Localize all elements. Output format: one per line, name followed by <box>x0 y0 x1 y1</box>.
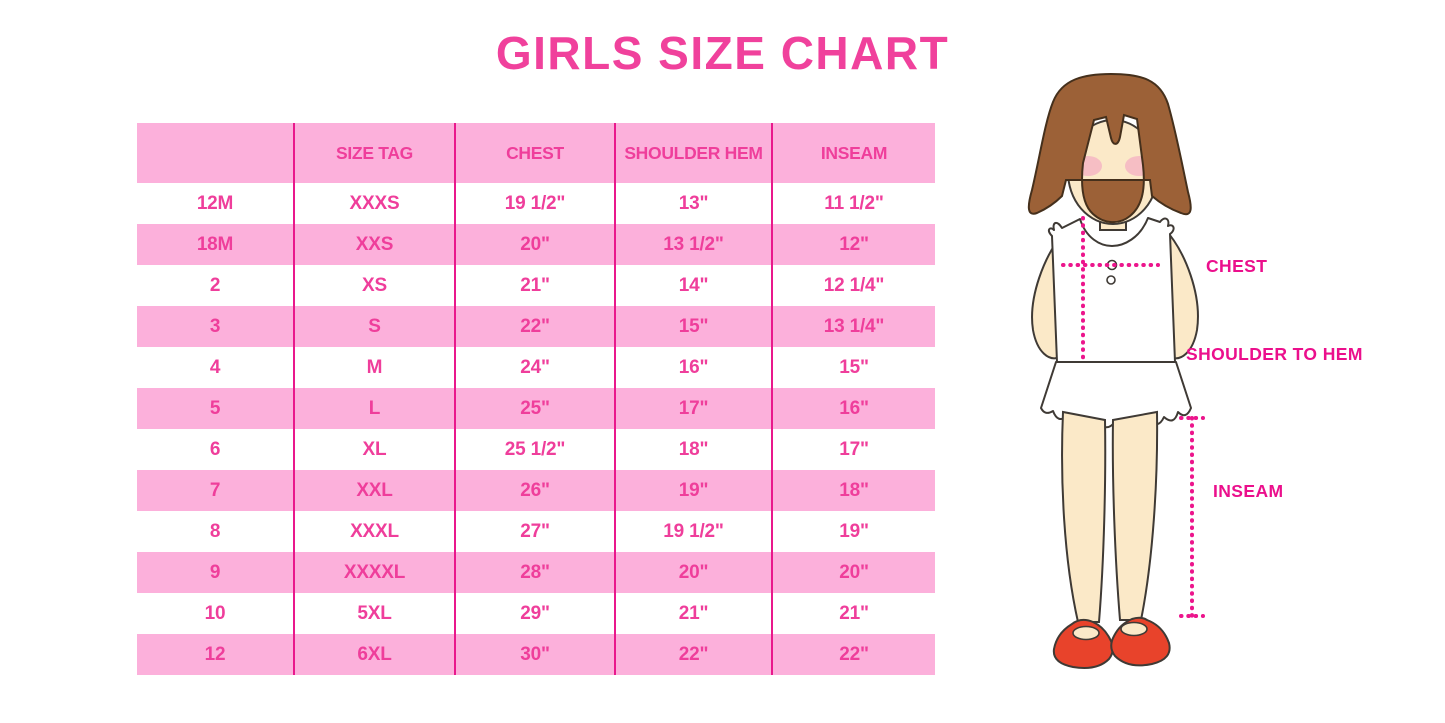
table-cell: 15" <box>616 306 773 347</box>
table-cell: 22" <box>456 306 616 347</box>
table-cell: 5 <box>137 388 295 429</box>
table-cell: 21" <box>839 602 869 624</box>
header-cell-chest: CHEST <box>456 123 616 183</box>
shoulder-to-hem-label: SHOULDER TO HEM <box>1186 344 1363 364</box>
table-cell: 19 1/2" <box>456 183 616 224</box>
table-cell: 13 1/4" <box>823 315 885 337</box>
table-cell: 16" <box>839 397 869 419</box>
table-header-row: SIZE TAG CHEST SHOULDER HEM INSEAM <box>137 123 935 183</box>
table-cell: XL <box>295 429 456 470</box>
table-cell: M <box>295 347 456 388</box>
table-cell: 16" <box>616 347 773 388</box>
table-row: 8 XXXL 27" 19 1/2" 19" <box>137 511 935 552</box>
table-cell: 8 <box>137 511 295 552</box>
table-cell: 5XL <box>295 593 456 634</box>
right-shoe-opening <box>1120 621 1148 637</box>
table-row: 2 XS 21" 14" 12 1/4" <box>137 265 935 306</box>
table-cell: XXS <box>295 224 456 265</box>
table-cell: L <box>295 388 456 429</box>
table-cell: 21" <box>456 265 616 306</box>
table-cell: 18" <box>839 479 869 501</box>
table-cell: 28" <box>456 552 616 593</box>
girls-size-table: SIZE TAG CHEST SHOULDER HEM INSEAM 12M XX… <box>137 123 935 675</box>
table-cell: 11 1/2" <box>824 192 884 214</box>
table-cell: 15" <box>839 356 869 378</box>
table-row: 3 S 22" 15" 13 1/4" <box>137 306 935 347</box>
table-cell: 19" <box>839 520 869 542</box>
table-cell: 3 <box>137 306 295 347</box>
table-cell: 26" <box>456 470 616 511</box>
table-cell: XXXXL <box>295 552 456 593</box>
table-cell: 13 1/2" <box>616 224 773 265</box>
table-cell: 6 <box>137 429 295 470</box>
table-cell: 27" <box>456 511 616 552</box>
table-cell: XS <box>295 265 456 306</box>
table-cell: 25 1/2" <box>456 429 616 470</box>
table-cell: 2 <box>137 265 295 306</box>
table-cell: 17" <box>839 438 869 460</box>
top-button-2 <box>1106 275 1116 285</box>
girl-top <box>1047 217 1176 363</box>
table-cell: 12M <box>137 183 295 224</box>
table-cell: 21" <box>616 593 773 634</box>
table-cell: 12 <box>137 634 295 675</box>
table-row: 12 6XL 30" 22" 22" <box>137 634 935 675</box>
chest-label: CHEST <box>1206 256 1267 276</box>
table-cell: 20" <box>456 224 616 265</box>
table-row: 7 XXL 26" 19" 18" <box>137 470 935 511</box>
girl-hair <box>1027 72 1192 224</box>
page-title: GIRLS SIZE CHART <box>495 27 950 79</box>
table-row: 9 XXXXL 28" 20" 20" <box>137 552 935 593</box>
table-cell: 24" <box>456 347 616 388</box>
table-cell: 19 1/2" <box>616 511 773 552</box>
table-cell: 10 <box>137 593 295 634</box>
table-cell: 6XL <box>295 634 456 675</box>
table-cell: 22" <box>616 634 773 675</box>
table-row: 5 L 25" 17" 16" <box>137 388 935 429</box>
girl-measurement-illustration: CHEST SHOULDER TO HEM INSEAM <box>1027 72 1363 669</box>
table-row: 12M XXXS 19 1/2" 13" 11 1/2" <box>137 183 935 224</box>
table-cell: 18M <box>137 224 295 265</box>
table-cell: 18" <box>616 429 773 470</box>
table-row: 4 M 24" 16" 15" <box>137 347 935 388</box>
table-cell: 12 1/4" <box>823 274 885 296</box>
table-cell: 13" <box>616 183 773 224</box>
table-row: 18M XXS 20" 13 1/2" 12" <box>137 224 935 265</box>
table-cell: XXXL <box>295 511 456 552</box>
table-cell: 4 <box>137 347 295 388</box>
table-cell: 30" <box>456 634 616 675</box>
table-cell: 22" <box>839 643 869 665</box>
table-cell: 20" <box>616 552 773 593</box>
table-cell: 12" <box>839 233 869 255</box>
left-shoe-opening <box>1072 625 1100 641</box>
table-cell: XXXS <box>295 183 456 224</box>
table-cell: XXL <box>295 470 456 511</box>
table-cell: 17" <box>616 388 773 429</box>
header-cell-inseam: INSEAM <box>820 142 888 163</box>
table-cell: 19" <box>616 470 773 511</box>
table-cell: S <box>295 306 456 347</box>
table-row: 10 5XL 29" 21" 21" <box>137 593 935 634</box>
girl-right-leg <box>1111 410 1159 621</box>
table-row: 6 XL 25 1/2" 18" 17" <box>137 429 935 470</box>
header-cell-shoulder-hem: SHOULDER HEM <box>616 123 773 183</box>
header-cell-blank <box>137 123 295 183</box>
inseam-label: INSEAM <box>1213 481 1283 501</box>
header-cell-size-tag: SIZE TAG <box>295 123 456 183</box>
table-body: 12M XXXS 19 1/2" 13" 11 1/2" 18M XXS 20" 13 1/2"… <box>137 183 935 675</box>
table-cell: 20" <box>839 561 869 583</box>
table-cell: 14" <box>616 265 773 306</box>
table-cell: 9 <box>137 552 295 593</box>
table-cell: 7 <box>137 470 295 511</box>
girl-left-leg <box>1061 410 1107 623</box>
table-cell: 29" <box>456 593 616 634</box>
table-cell: 25" <box>456 388 616 429</box>
